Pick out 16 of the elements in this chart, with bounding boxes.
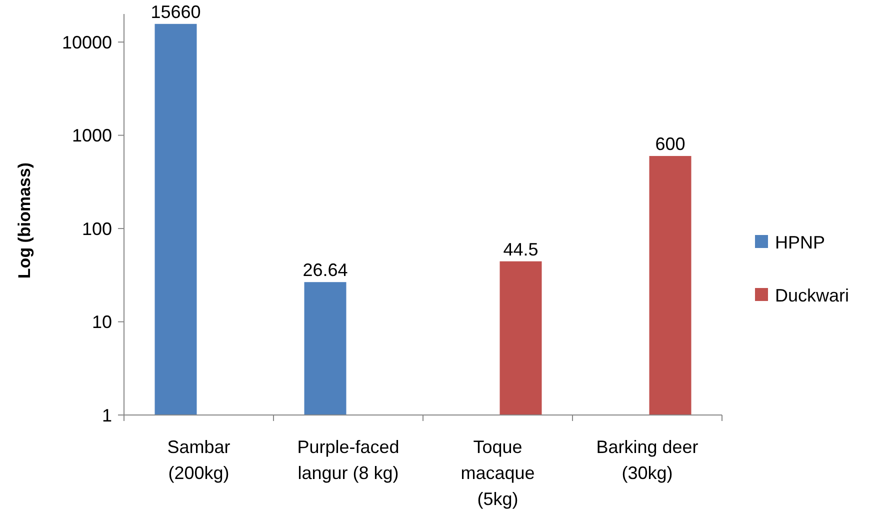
data-label: 600 [655, 134, 686, 154]
y-tick-label: 10 [92, 312, 112, 332]
x-tick-label: Sambar (200kg) [167, 437, 230, 483]
x-tick-label: Barking deer (30kg) [596, 437, 698, 483]
data-label: 44.5 [503, 239, 538, 260]
y-tick-label: 1000 [72, 126, 112, 146]
y-axis-title: Log (biomass) [15, 162, 34, 279]
y-tick-label: 10000 [62, 32, 112, 52]
x-tick-label: Toque macaque (5kg) [460, 437, 535, 509]
y-tick-label: 100 [82, 218, 112, 239]
data-label: 15660 [150, 2, 201, 22]
x-tick-label: Purple-faced langur (8 kg) [297, 437, 400, 483]
legend-label: Duckwari [775, 285, 850, 306]
y-tick-label: 1 [102, 405, 112, 426]
data-label: 26.64 [302, 260, 348, 280]
legend-label: HPNP [775, 232, 826, 252]
